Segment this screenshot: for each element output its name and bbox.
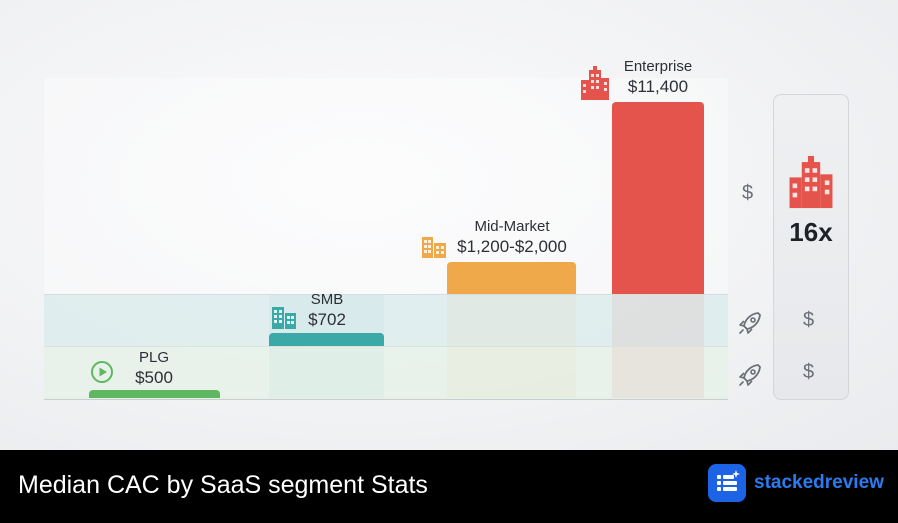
category-label: PLG xyxy=(138,349,169,366)
stack-icon xyxy=(717,470,740,491)
play-circle-icon xyxy=(91,361,113,383)
dollar-icon: $ xyxy=(742,182,754,204)
bar-smb xyxy=(269,333,384,346)
chart-area: PLG $500 SMB $702 Mid-Market $1,200-$2,0… xyxy=(0,0,898,450)
bar-enterprise xyxy=(612,102,704,294)
bar-mid-market xyxy=(447,262,576,294)
label-mid-market: Mid-Market $1,200-$2,000 xyxy=(448,218,576,258)
skyscraper-icon xyxy=(581,66,609,100)
footer-bar: Median CAC by SaaS segment Stats stacked… xyxy=(0,450,898,523)
category-label: SMB xyxy=(310,291,344,308)
office-buildings-icon xyxy=(422,237,446,258)
category-label: Enterprise xyxy=(623,58,693,75)
rocket-icon xyxy=(739,312,761,334)
dollar-icon: $ xyxy=(803,309,815,331)
skyscraper-icon xyxy=(789,155,833,209)
category-label: Mid-Market xyxy=(474,218,550,235)
label-smb: SMB $702 xyxy=(291,291,363,331)
value-label: $1,200-$2,000 xyxy=(457,237,567,256)
rocket-icon xyxy=(739,364,761,386)
office-building-icon xyxy=(272,307,296,329)
value-label: $702 xyxy=(308,310,346,329)
brand-logo-icon[interactable] xyxy=(708,464,746,502)
multiplier-value: 16x xyxy=(789,217,833,247)
band-upper xyxy=(44,294,728,347)
footer-title: Median CAC by SaaS segment Stats xyxy=(18,471,428,499)
label-enterprise: Enterprise $11,400 xyxy=(614,58,702,98)
brand-name[interactable]: stackedreview xyxy=(754,472,884,493)
label-plg: PLG $500 xyxy=(114,349,194,389)
value-label: $11,400 xyxy=(627,77,689,96)
bar-plg xyxy=(89,390,220,398)
dollar-icon: $ xyxy=(803,361,815,383)
value-label: $500 xyxy=(135,368,173,387)
multiplier-panel: 16x $ $ xyxy=(773,94,849,400)
